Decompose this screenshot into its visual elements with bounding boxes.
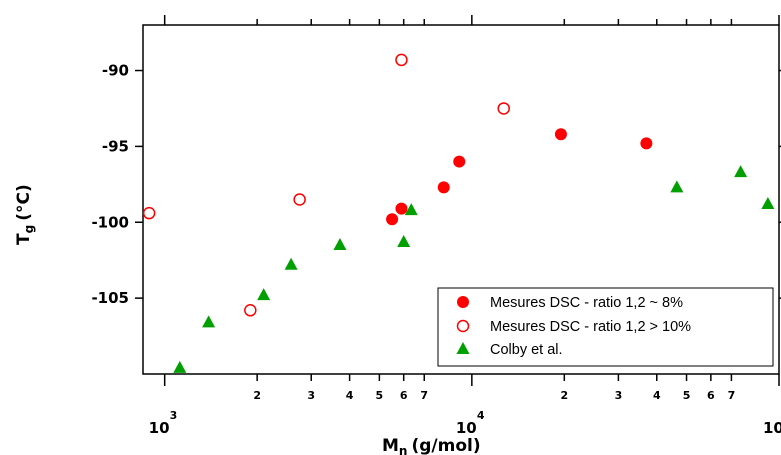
x-major-tick-exponent: 4	[477, 409, 485, 422]
plot-frame	[142, 24, 780, 375]
x-axis-title: Mn (g/mol)	[382, 436, 481, 455]
data-point-dsc-10	[395, 53, 408, 67]
data-points	[142, 53, 775, 373]
x-minor-tick-label: 2	[560, 389, 568, 402]
legend-marker-filled-circle	[457, 296, 469, 308]
x-major-tick-label: 10	[456, 419, 477, 437]
x-minor-tick-label: 3	[615, 389, 623, 402]
legend-marker-triangle	[456, 342, 470, 354]
legend-label-dsc-8: Mesures DSC - ratio 1,2 ~ 8%	[490, 295, 683, 311]
x-minor-tick-label: 7	[420, 389, 428, 402]
data-point-dsc-8	[437, 181, 450, 194]
data-point-dsc-10	[142, 206, 156, 220]
legend-marker-open-circle	[456, 319, 470, 333]
y-tick-label: -95	[102, 137, 129, 155]
x-minor-tick-label: 5	[683, 389, 691, 402]
data-point-colby	[257, 288, 271, 301]
data-point-colby	[173, 360, 187, 373]
data-point-dsc-10	[293, 193, 306, 206]
x-major-tick-label: 10	[763, 419, 781, 437]
data-point-colby	[333, 238, 347, 251]
legend-label-dsc-10: Mesures DSC - ratio 1,2 > 10%	[490, 319, 691, 335]
data-point-dsc-8	[640, 137, 653, 150]
data-point-dsc-8	[453, 155, 466, 168]
x-minor-tick-label: 2	[253, 389, 261, 402]
data-point-colby	[284, 257, 298, 270]
x-minor-tick-label: 3	[307, 389, 315, 402]
x-minor-tick-label: 4	[346, 389, 354, 402]
x-axis: 103104105	[149, 15, 781, 437]
x-minor-tick-label: 6	[400, 389, 408, 402]
legend-label-colby: Colby et al.	[490, 342, 563, 358]
y-tick-label: -105	[91, 289, 129, 307]
data-point-colby	[404, 203, 418, 216]
x-minor-tick-label: 7	[728, 389, 736, 402]
data-point-colby	[761, 197, 775, 210]
data-point-colby	[397, 234, 411, 247]
y-axis: -90 -95 -100 -105	[91, 62, 781, 307]
x-major-tick-exponent: 3	[170, 409, 178, 422]
data-point-colby	[202, 315, 216, 328]
y-tick-label: -90	[102, 62, 129, 80]
legend: Mesures DSC - ratio 1,2 ~ 8% Mesures DSC…	[437, 287, 774, 367]
data-point-colby	[670, 180, 684, 193]
x-minor-tick-label: 6	[707, 389, 715, 402]
legend-box	[437, 287, 774, 367]
y-tick-label: -100	[91, 213, 129, 231]
data-point-dsc-10	[244, 304, 257, 317]
x-minor-tick-label: 4	[653, 389, 661, 402]
data-point-colby	[734, 165, 748, 178]
data-point-dsc-8	[395, 202, 408, 215]
data-point-dsc-8	[386, 213, 399, 226]
data-point-dsc-8	[554, 128, 567, 141]
data-point-dsc-10	[497, 102, 510, 115]
x-major-tick-label: 10	[149, 419, 170, 437]
x-minor-tick-label: 5	[376, 389, 384, 402]
y-axis-title: Tg(°C)	[14, 184, 36, 245]
